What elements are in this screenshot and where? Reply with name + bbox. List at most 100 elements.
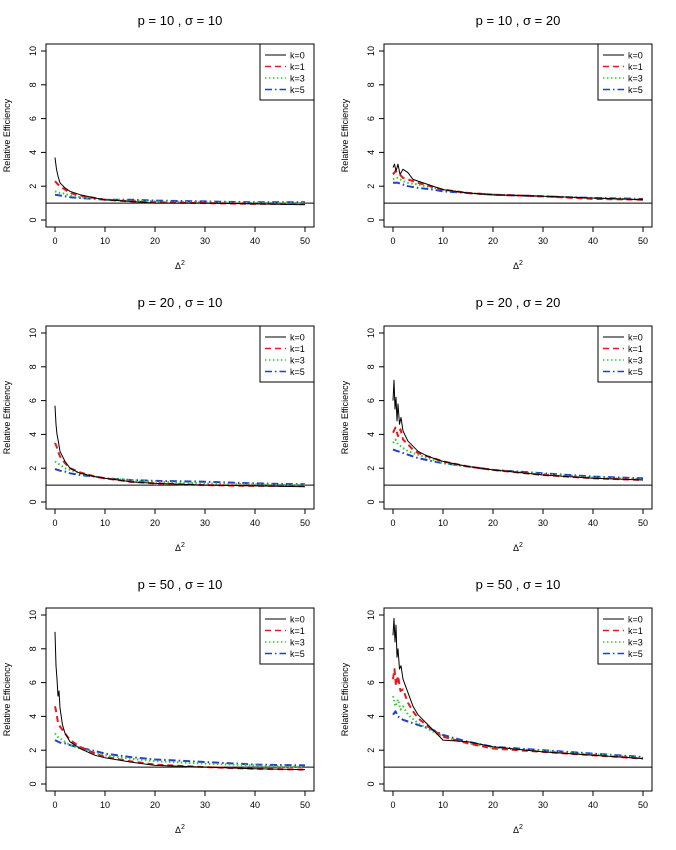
y-tick-label: 2 [366, 184, 376, 189]
plot-frame [383, 607, 653, 792]
plot-frame [383, 43, 653, 228]
x-tick-label: 20 [150, 800, 160, 810]
legend: k=0k=1 k=3k=5 [259, 607, 315, 665]
y-tick-label: 8 [28, 646, 38, 651]
legend-label: k=0 [628, 615, 643, 625]
x-tick-label: 50 [638, 236, 648, 246]
y-axis-label: Relative Efficiency [340, 380, 350, 454]
x-axis-label: Δ2 [513, 824, 523, 835]
legend-box [597, 607, 653, 665]
legend-label: k=1 [628, 626, 643, 636]
x-tick-label: 30 [200, 800, 210, 810]
chart-panel-1: p = 10 , σ = 10 0 2 4 6 8 10 0 10 20 30 40 50 Relativ… [2, 13, 315, 271]
x-axis-label: Δ2 [175, 260, 185, 271]
plot-frame [45, 43, 315, 228]
legend-box [259, 325, 315, 383]
x-tick-label: 40 [588, 518, 598, 528]
legend-label: k=5 [290, 367, 305, 377]
chart-panel-5: p = 50 , σ = 10 0 2 4 6 8 10 0 10 20 30 40 50 Relativ… [2, 577, 315, 835]
x-tick-label: 50 [638, 800, 648, 810]
y-tick-label: 2 [28, 184, 38, 189]
series-line-k-0 [392, 379, 644, 481]
x-tick-label: 0 [390, 800, 395, 810]
chart-panel-6: p = 50 , σ = 10 0 2 4 6 8 10 0 10 20 30 40 50 Relativ… [340, 577, 653, 835]
legend-label: k=0 [290, 51, 305, 61]
series-line-k-5 [392, 448, 644, 480]
x-tick-label: 0 [390, 236, 395, 246]
y-tick-label: 10 [366, 328, 376, 338]
legend-label: k=0 [290, 615, 305, 625]
chart-title: p = 10 , σ = 20 [476, 13, 561, 28]
x-tick-label: 30 [538, 800, 548, 810]
series-line-k-1 [54, 180, 305, 205]
x-tick-label: 10 [438, 518, 448, 528]
y-tick-label: 2 [366, 466, 376, 471]
y-tick-label: 8 [366, 364, 376, 369]
series-line-k-5 [54, 739, 306, 767]
legend-label: k=5 [628, 367, 643, 377]
x-tick-label: 50 [300, 518, 310, 528]
series-line-k-3 [54, 732, 306, 769]
legend-label: k=5 [628, 649, 643, 659]
legend-label: k=0 [628, 333, 643, 343]
legend-label: k=3 [628, 638, 643, 648]
x-axis-label: Δ2 [175, 542, 185, 553]
x-tick-label: 30 [200, 236, 210, 246]
legend-label: k=3 [628, 74, 643, 84]
series-line-k-5 [393, 181, 644, 200]
y-tick-label: 4 [28, 714, 38, 719]
series-group [392, 379, 644, 481]
x-tick-label: 20 [488, 518, 498, 528]
series-group [54, 157, 306, 206]
legend-label: k=0 [290, 333, 305, 343]
x-tick-label: 40 [250, 800, 260, 810]
x-tick-label: 0 [52, 800, 57, 810]
y-tick-label: 0 [28, 781, 38, 786]
x-tick-label: 20 [488, 800, 498, 810]
legend: k=0k=1 k=3k=5 [259, 43, 315, 101]
y-tick-label: 4 [28, 432, 38, 437]
y-tick-label: 10 [366, 610, 376, 620]
x-tick-label: 10 [438, 800, 448, 810]
legend-label: k=3 [290, 638, 305, 648]
legend-label: k=1 [628, 344, 643, 354]
legend-box [597, 325, 653, 383]
legend: k=0k=1 k=3k=5 [597, 607, 653, 665]
plot-frame [45, 325, 315, 510]
y-tick-label: 6 [28, 398, 38, 403]
y-tick-label: 2 [366, 748, 376, 753]
x-axis-label: Δ2 [175, 824, 185, 835]
y-tick-label: 4 [366, 714, 376, 719]
series-line-k-3 [392, 438, 644, 481]
y-tick-label: 6 [28, 116, 38, 121]
legend-label: k=1 [290, 626, 305, 636]
x-axis-label: Δ2 [513, 542, 523, 553]
chart-panel-4: p = 20 , σ = 20 0 2 4 6 8 10 0 10 20 30 40 50 Relativ… [340, 295, 653, 553]
series-group [392, 617, 644, 760]
series-line-k-0 [54, 405, 306, 488]
y-axis-label: Relative Efficiency [340, 662, 350, 736]
legend-box [259, 607, 315, 665]
x-tick-label: 0 [52, 518, 57, 528]
y-tick-label: 10 [28, 328, 38, 338]
series-line-k-0 [392, 163, 644, 201]
x-tick-label: 40 [588, 800, 598, 810]
y-tick-label: 0 [366, 499, 376, 504]
y-tick-label: 6 [366, 116, 376, 121]
legend-label: k=1 [290, 344, 305, 354]
y-tick-label: 8 [28, 82, 38, 87]
y-axis-label: Relative Efficiency [2, 380, 12, 454]
chart-panel-2: p = 10 , σ = 20 0 2 4 6 8 10 0 10 20 30 40 50 Relativ… [340, 13, 653, 271]
x-tick-label: 0 [390, 518, 395, 528]
y-tick-label: 6 [28, 680, 38, 685]
y-tick-label: 10 [28, 46, 38, 56]
x-tick-label: 20 [150, 236, 160, 246]
legend: k=0k=1 k=3k=5 [597, 43, 653, 101]
y-tick-label: 8 [28, 364, 38, 369]
x-tick-label: 30 [538, 518, 548, 528]
chart-title: p = 10 , σ = 10 [138, 13, 223, 28]
legend-label: k=1 [290, 62, 305, 72]
y-tick-label: 10 [28, 610, 38, 620]
y-tick-label: 4 [366, 150, 376, 155]
